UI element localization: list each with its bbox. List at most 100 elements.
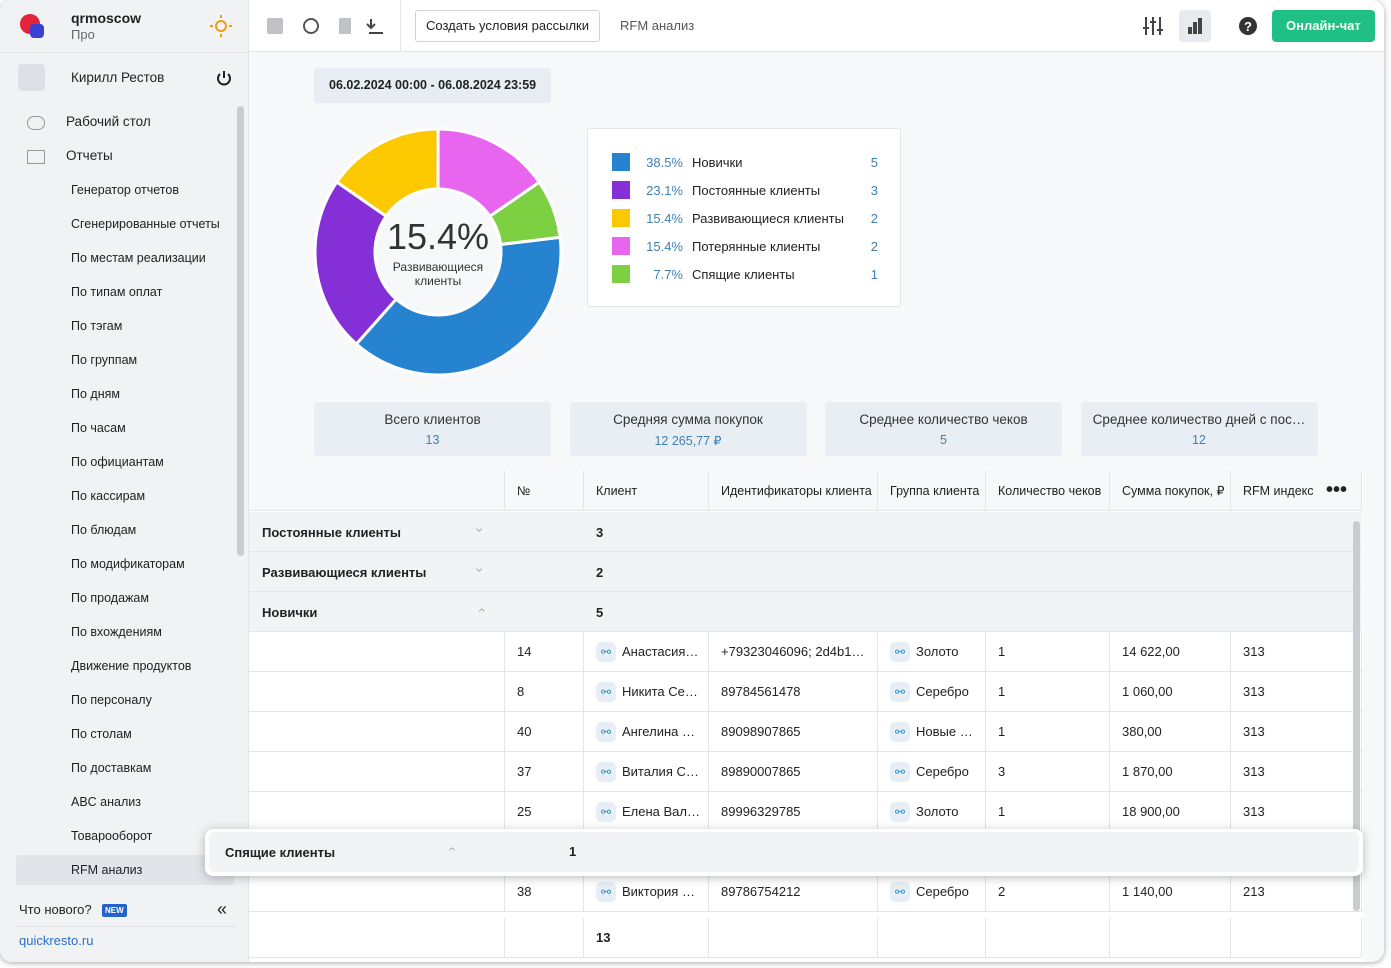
link-icon[interactable]: ⚯ (890, 881, 910, 902)
theme-toggle[interactable] (210, 15, 232, 37)
table-cell: 313 (1231, 672, 1362, 712)
report-link[interactable]: По продажам (71, 591, 149, 605)
report-link[interactable]: По официантам (71, 455, 164, 469)
legend-percent: 15.4% (646, 211, 683, 226)
new-badge: NEW (102, 904, 127, 917)
report-link[interactable]: По группам (71, 353, 138, 367)
whats-new[interactable]: Что нового? (19, 902, 92, 917)
cell-text: 1 (998, 724, 1006, 739)
cell-text[interactable]: Виталия С… (622, 764, 699, 779)
report-link[interactable]: ABC анализ (71, 795, 141, 809)
group-count: 1 (569, 844, 577, 859)
menu-item[interactable]: Рабочий стол (66, 114, 151, 129)
group-row[interactable] (249, 552, 1362, 592)
row-cell (249, 712, 505, 752)
group-row[interactable] (249, 592, 1362, 632)
report-link[interactable]: По модификаторам (71, 557, 185, 571)
report-link[interactable]: Товарооборот (71, 829, 153, 843)
donut-slice[interactable] (354, 235, 563, 377)
report-link[interactable]: Сгенерированные отчеты (71, 217, 220, 231)
link-icon[interactable]: ⚯ (596, 721, 616, 742)
cell-text: Серебро (916, 684, 969, 699)
legend-label: Потерянные клиенты (692, 239, 821, 254)
report-link[interactable]: По блюдам (71, 523, 137, 537)
link-icon[interactable]: ⚯ (596, 681, 616, 702)
chart-view-button[interactable] (1179, 10, 1211, 42)
donut-slice[interactable] (487, 180, 562, 247)
dragged-group[interactable]: Спящие клиенты › 1 (205, 829, 1363, 876)
report-link[interactable]: RFM анализ (71, 863, 143, 877)
create-mailing-button[interactable]: Создать условия рассылки (415, 10, 600, 42)
table-cell: 1 (986, 672, 1110, 712)
cell-text[interactable]: Анастасия… (622, 644, 699, 659)
link-icon[interactable]: ⚯ (890, 801, 910, 822)
legend-swatch (612, 209, 630, 227)
filter-icon[interactable] (1142, 15, 1164, 37)
table-cell: 89784561478 (709, 672, 878, 712)
stat-card: Среднее количество чеков 5 (825, 402, 1062, 456)
link-icon[interactable]: ⚯ (596, 761, 616, 782)
stat-value: 5 (940, 433, 947, 447)
user-name[interactable]: Кирилл Рестов (71, 70, 165, 85)
stat-value: 12 265,77 ₽ (654, 434, 722, 448)
cell-text: 38 (517, 884, 532, 899)
collapse[interactable]: « (217, 899, 228, 919)
group-row[interactable] (249, 512, 1362, 552)
menu-item[interactable]: Отчеты (66, 148, 113, 163)
report-link[interactable]: По местам реализации (71, 251, 206, 265)
link-icon[interactable]: ⚯ (596, 801, 616, 822)
link-icon[interactable]: ⚯ (596, 641, 616, 662)
table-cell: 380,00 (1110, 712, 1231, 752)
expand-icon: › (472, 527, 489, 533)
toolbar-icons[interactable] (266, 16, 396, 38)
date-range[interactable]: 06.02.2024 00:00 - 06.08.2024 23:59 (314, 68, 552, 103)
report-link[interactable]: По часам (71, 421, 126, 435)
toolbar: Создать условия рассылки RFM анализ ? Он… (249, 0, 1384, 52)
stat-card: Всего клиентов 13 (314, 402, 551, 456)
stat-label: Всего клиентов (384, 412, 481, 427)
cell-text[interactable]: Виктория … (622, 884, 695, 899)
report-link[interactable]: Движение продуктов (71, 659, 192, 673)
link-icon[interactable]: ⚯ (596, 881, 616, 902)
table-cell: 8 (505, 672, 584, 712)
row-cell (249, 872, 505, 912)
scrollbar[interactable] (1353, 521, 1360, 911)
report-link[interactable]: По столам (71, 727, 132, 741)
header-cell (249, 471, 505, 511)
table-cell: 14 622,00 (1110, 632, 1231, 672)
report-link[interactable]: По дням (71, 387, 120, 401)
total-cell (1231, 918, 1362, 958)
report-link[interactable]: По кассирам (71, 489, 146, 503)
link-icon[interactable]: ⚯ (890, 681, 910, 702)
header-cell: Идентификаторы клиента (709, 471, 878, 511)
column-menu[interactable]: ••• (1326, 479, 1348, 501)
total-cell (878, 918, 986, 958)
report-link[interactable]: По типам оплат (71, 285, 163, 299)
report-link[interactable]: По тэгам (71, 319, 123, 333)
site-link[interactable]: quickresto.ru (19, 933, 94, 948)
brand[interactable]: qrmoscow (71, 10, 142, 26)
logout[interactable] (216, 70, 232, 86)
cell-text: 3 (998, 764, 1006, 779)
tab[interactable]: RFM анализ (620, 18, 695, 33)
cell-text: 313 (1243, 644, 1265, 659)
link-icon[interactable]: ⚯ (890, 641, 910, 662)
cell-text[interactable]: Елена Вал… (622, 804, 700, 819)
donut-slice[interactable] (313, 179, 399, 347)
cell-text[interactable]: Никита Се… (622, 684, 698, 699)
help[interactable]: ? (1238, 16, 1258, 36)
online-chat-button[interactable]: Онлайн-чат (1272, 10, 1375, 42)
divider (400, 0, 401, 52)
scrollbar[interactable] (237, 106, 244, 556)
report-link[interactable]: По доставкам (71, 761, 152, 775)
link-icon[interactable]: ⚯ (890, 761, 910, 782)
report-link[interactable]: Генератор отчетов (71, 183, 179, 197)
header-cell: RFM индекс (1231, 471, 1362, 511)
report-link[interactable]: По персоналу (71, 693, 152, 707)
table-cell: ⚯ Золото (878, 792, 986, 832)
cell-text: 89784561478 (721, 684, 801, 699)
report-link[interactable]: По вхождениям (71, 625, 162, 639)
cell-text[interactable]: Ангелина … (622, 724, 695, 739)
link-icon[interactable]: ⚯ (890, 721, 910, 742)
